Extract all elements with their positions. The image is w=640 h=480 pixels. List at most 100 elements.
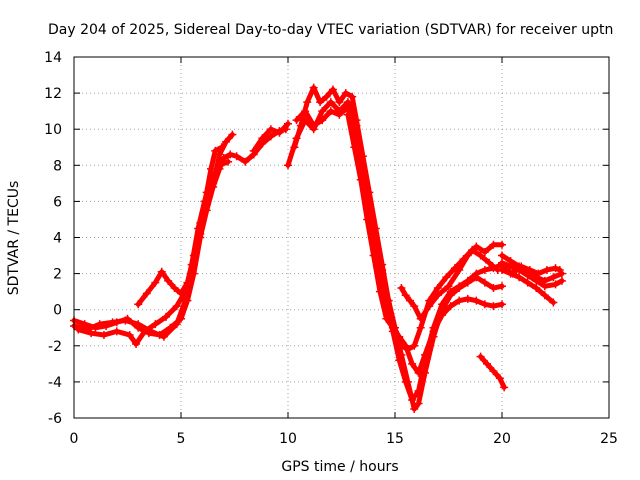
data-point bbox=[463, 276, 472, 285]
chart-title: Day 204 of 2025, Sidereal Day-to-day VTE… bbox=[48, 22, 613, 38]
data-point bbox=[444, 282, 453, 291]
data-point bbox=[395, 356, 404, 365]
data-series bbox=[476, 352, 509, 392]
data-point bbox=[177, 314, 185, 323]
data-point bbox=[429, 327, 438, 336]
data-point bbox=[301, 116, 310, 125]
data-series bbox=[397, 240, 506, 323]
data-point bbox=[551, 264, 560, 273]
data-point bbox=[489, 367, 498, 376]
series-line bbox=[285, 99, 501, 352]
data-point bbox=[275, 128, 284, 137]
data-point bbox=[125, 330, 134, 339]
data-point bbox=[420, 350, 429, 359]
data-point bbox=[438, 311, 447, 320]
data-point bbox=[489, 284, 498, 293]
data-point bbox=[433, 291, 442, 300]
data-point bbox=[534, 269, 543, 278]
data-point bbox=[438, 300, 447, 309]
data-point bbox=[142, 289, 151, 298]
data-point bbox=[442, 273, 451, 282]
y-tick-label: 12 bbox=[44, 86, 62, 102]
data-point bbox=[189, 251, 198, 260]
data-point bbox=[506, 262, 515, 271]
data-series bbox=[498, 258, 566, 291]
data-point bbox=[515, 265, 524, 274]
data-point bbox=[87, 329, 96, 338]
data-point bbox=[140, 327, 149, 336]
data-point bbox=[157, 267, 166, 276]
data-point bbox=[498, 282, 506, 291]
y-tick-label: 2 bbox=[53, 267, 62, 283]
data-point bbox=[483, 359, 492, 368]
data-point bbox=[414, 399, 423, 408]
x-tick-label: 20 bbox=[493, 431, 511, 447]
data-point bbox=[341, 89, 350, 98]
y-tick-label: 6 bbox=[53, 194, 62, 210]
data-point bbox=[408, 395, 417, 404]
data-point bbox=[540, 291, 549, 300]
data-point bbox=[328, 85, 337, 94]
data-point bbox=[523, 271, 532, 280]
y-tick-label: 4 bbox=[53, 231, 62, 247]
data-point bbox=[292, 134, 301, 143]
data-point bbox=[525, 265, 534, 274]
grid bbox=[74, 57, 609, 418]
data-point bbox=[309, 83, 318, 92]
data-point bbox=[356, 175, 365, 184]
series-line bbox=[478, 354, 507, 390]
data-point bbox=[284, 119, 292, 128]
data-point bbox=[476, 352, 485, 361]
data-point bbox=[376, 287, 385, 296]
data-point bbox=[232, 152, 241, 161]
data-point bbox=[472, 269, 481, 278]
data-point bbox=[241, 157, 250, 166]
data-point bbox=[112, 327, 121, 336]
data-point bbox=[202, 188, 211, 197]
series-line bbox=[345, 112, 505, 376]
data-point bbox=[162, 312, 171, 321]
data-point bbox=[183, 278, 192, 287]
data-point bbox=[416, 314, 425, 323]
data-point bbox=[395, 332, 404, 341]
data-point bbox=[498, 240, 506, 249]
series-layer bbox=[70, 83, 566, 413]
data-point bbox=[301, 107, 310, 116]
data-point bbox=[480, 247, 489, 256]
x-tick-label: 25 bbox=[600, 431, 618, 447]
data-point bbox=[506, 269, 515, 278]
data-point bbox=[183, 296, 192, 305]
data-point bbox=[476, 251, 485, 260]
data-point bbox=[177, 289, 185, 298]
data-point bbox=[258, 134, 267, 143]
data-point bbox=[384, 296, 393, 305]
data-point bbox=[303, 98, 312, 107]
data-point bbox=[134, 323, 143, 332]
data-point bbox=[410, 341, 419, 350]
data-point bbox=[74, 325, 83, 334]
data-point bbox=[343, 98, 352, 107]
data-point bbox=[498, 265, 506, 274]
data-point bbox=[515, 273, 524, 282]
data-point bbox=[472, 242, 481, 251]
data-point bbox=[123, 314, 132, 323]
data-point bbox=[318, 107, 327, 116]
data-point bbox=[540, 282, 549, 291]
x-tick-label: 5 bbox=[177, 431, 186, 447]
data-point bbox=[551, 280, 560, 289]
tick-labels: 0 5 10 15 20 25 -6 -4 -2 0 2 4 6 8 10 12 14 bbox=[44, 50, 618, 447]
y-axis-label: SDTVAR / TECUs bbox=[6, 181, 22, 296]
data-point bbox=[489, 302, 498, 311]
data-point bbox=[292, 116, 301, 125]
data-point bbox=[414, 368, 423, 377]
data-point bbox=[226, 150, 235, 159]
data-point bbox=[446, 287, 455, 296]
data-point bbox=[343, 110, 352, 119]
data-point bbox=[266, 132, 275, 141]
data-point bbox=[228, 130, 237, 139]
data-point bbox=[91, 323, 100, 332]
data-point bbox=[221, 137, 230, 146]
data-point bbox=[500, 383, 509, 392]
data-point bbox=[335, 107, 344, 116]
